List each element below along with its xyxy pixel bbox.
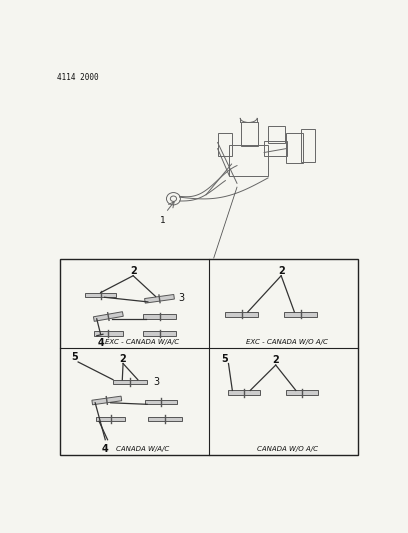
Text: CANADA W/A/C: CANADA W/A/C (116, 446, 169, 453)
Bar (217, 133, 232, 156)
Text: 3: 3 (153, 377, 160, 387)
Text: 3: 3 (178, 293, 184, 303)
Bar (145, 400, 177, 405)
Bar (225, 312, 258, 317)
Bar (284, 312, 317, 317)
Bar (148, 417, 182, 421)
Polygon shape (92, 396, 122, 405)
Polygon shape (144, 295, 174, 303)
Bar (228, 391, 260, 395)
Text: CANADA W/O A/C: CANADA W/O A/C (257, 446, 318, 453)
Bar (96, 417, 125, 421)
Bar (268, 126, 285, 142)
Text: 4114 2000: 4114 2000 (57, 73, 99, 82)
Bar (143, 331, 176, 336)
Bar (113, 379, 147, 384)
Bar (264, 141, 287, 156)
Text: 2: 2 (130, 266, 137, 276)
Text: 4: 4 (102, 443, 109, 454)
Bar (241, 122, 258, 147)
Bar (286, 391, 318, 395)
Bar (286, 133, 303, 163)
Bar (302, 130, 315, 161)
Text: 4: 4 (97, 338, 104, 348)
Bar (85, 293, 116, 297)
Bar (93, 331, 123, 336)
Text: 1: 1 (160, 216, 166, 224)
Text: 5: 5 (221, 353, 228, 364)
Bar (229, 145, 268, 175)
Text: 5: 5 (71, 352, 78, 362)
Text: EXC - CANADA W/A/C: EXC - CANADA W/A/C (105, 340, 180, 345)
Polygon shape (93, 312, 123, 321)
Text: 2: 2 (120, 353, 126, 364)
Text: 2: 2 (273, 355, 279, 365)
Bar (143, 314, 176, 319)
Text: EXC - CANADA W/O A/C: EXC - CANADA W/O A/C (246, 340, 328, 345)
Text: 2: 2 (278, 266, 284, 276)
